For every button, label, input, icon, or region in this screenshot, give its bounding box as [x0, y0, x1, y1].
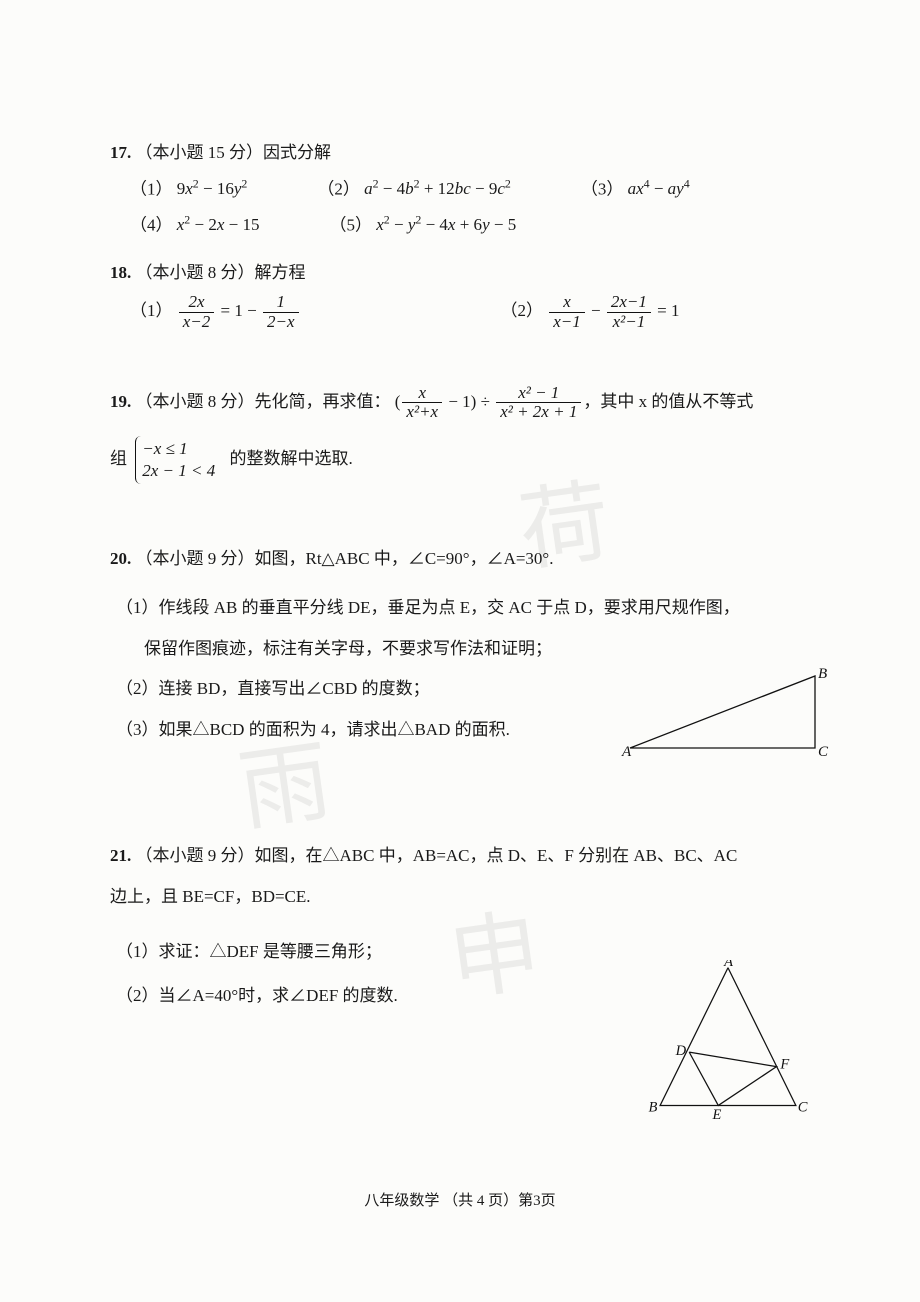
- q20-part1b: 保留作图痕迹，标注有关字母，不要求写作法和证明；: [116, 629, 810, 670]
- q20-figure-triangle: A B C: [620, 668, 830, 758]
- q19-heading: （本小题 8 分）先化简，再求值：: [136, 392, 391, 411]
- q18-heading: （本小题 8 分）解方程: [136, 263, 306, 282]
- q17-number: 17.: [110, 143, 131, 162]
- svg-text:A: A: [723, 960, 733, 970]
- svg-text:D: D: [675, 1043, 687, 1059]
- q19-expression: (xx²+x − 1) ÷ x² − 1x² + 2x + 1，其中 x 的值从…: [395, 392, 754, 411]
- q18-number: 18.: [110, 263, 131, 282]
- q20-part1: （1）作线段 AB 的垂直平分线 DE，垂足为点 E，交 AC 于点 D，要求用…: [116, 588, 810, 629]
- q19-inequality-system: −x ≤ 1 2x − 1 < 4: [135, 436, 221, 484]
- svg-text:A: A: [621, 744, 632, 758]
- q19-number: 19.: [110, 392, 131, 411]
- q19-group-prefix: 组: [110, 449, 127, 468]
- q20-number: 20.: [110, 549, 131, 568]
- q17-heading: （本小题 15 分）因式分解: [136, 143, 332, 162]
- q21-number: 21.: [110, 846, 131, 865]
- svg-text:B: B: [818, 668, 827, 682]
- svg-text:F: F: [779, 1057, 789, 1073]
- question-18: 18. （本小题 8 分）解方程 （1） 2xx−2 = 1 − 12−x （2…: [110, 260, 810, 332]
- question-17: 17. （本小题 15 分）因式分解 （1） 9x2 − 16y2 （2） a2…: [110, 140, 810, 238]
- question-19: 19. （本小题 8 分）先化简，再求值： (xx²+x − 1) ÷ x² −…: [110, 384, 810, 485]
- q21-heading2: 边上，且 BE=CF，BD=CE.: [110, 884, 810, 910]
- svg-text:B: B: [648, 1099, 657, 1115]
- q17-item-3: （3） ax4 − ay4: [581, 176, 690, 202]
- page-footer: 八年级数学 （共 4 页）第3页: [0, 1190, 920, 1213]
- svg-text:C: C: [798, 1099, 808, 1115]
- q19-group-suffix: 的整数解中选取.: [230, 449, 353, 468]
- q17-item-2: （2） a2 − 4b2 + 12bc − 9c2: [317, 176, 510, 202]
- svg-text:C: C: [818, 744, 829, 758]
- q21-heading: （本小题 9 分）如图，在△ABC 中，AB=AC，点 D、E、F 分别在 AB…: [136, 846, 738, 865]
- q20-heading: （本小题 9 分）如图，Rt△ABC 中，∠C=90°，∠A=30°.: [136, 549, 554, 568]
- svg-text:E: E: [711, 1107, 721, 1120]
- q17-item-4: （4） x2 − 2x − 15: [130, 212, 259, 238]
- q18-eq2: （2） xx−1 − 2x−1x²−1 = 1: [501, 293, 680, 331]
- q18-eq1: （1） 2xx−2 = 1 − 12−x: [130, 293, 301, 331]
- q17-item-5: （5） x2 − y2 − 4x + 6y − 5: [329, 212, 516, 238]
- q21-figure-triangle: A B C D E F: [640, 960, 815, 1120]
- q17-item-1: （1） 9x2 − 16y2: [130, 176, 247, 202]
